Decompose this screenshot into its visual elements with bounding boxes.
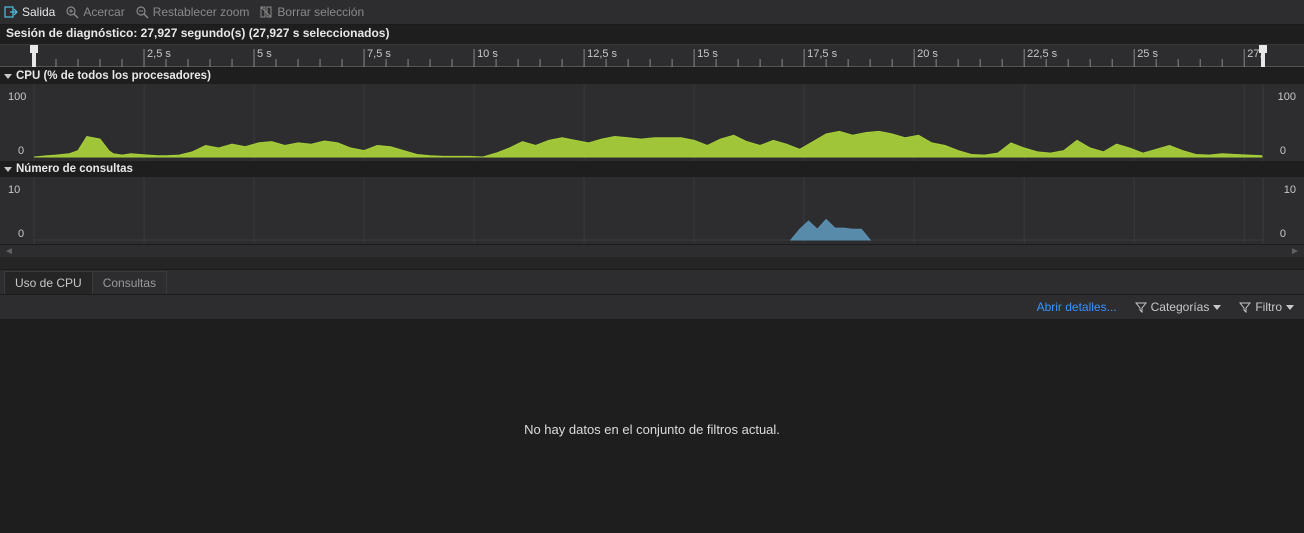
reset-zoom-button[interactable]: Restablecer zoom — [135, 5, 250, 19]
scroll-right-icon[interactable]: ► — [1288, 245, 1302, 257]
reset-zoom-icon — [135, 5, 149, 19]
cpu-chart-header[interactable]: CPU (% de todos los procesadores) — [0, 68, 1304, 85]
ruler-label: 2,5 s — [147, 48, 171, 60]
tab-cpu-usage[interactable]: Uso de CPU — [4, 271, 93, 294]
collapse-icon — [4, 167, 12, 172]
scroll-left-icon[interactable]: ◄ — [2, 245, 16, 257]
query-chart[interactable]: 10 0 10 0 — [0, 178, 1304, 244]
filter-bar: Abrir detalles... Categorías Filtro — [0, 295, 1304, 320]
clear-selection-button[interactable]: Borrar selección — [259, 5, 364, 19]
horizontal-scrollbar[interactable]: ◄ ► — [0, 244, 1304, 257]
toolbar: Salida Acercar Restablecer zoom Borrar s… — [0, 0, 1304, 25]
query-chart-title: Número de consultas — [16, 163, 133, 175]
collapse-icon — [4, 74, 12, 79]
zoom-in-icon — [65, 5, 79, 19]
selection-handle-right[interactable] — [1261, 45, 1265, 67]
exit-button[interactable]: Salida — [4, 5, 55, 19]
filter-icon — [1135, 301, 1147, 313]
open-details-link[interactable]: Abrir detalles... — [1037, 300, 1117, 314]
ruler-label: 20 s — [917, 48, 938, 60]
tab-queries[interactable]: Consultas — [92, 271, 167, 294]
spacer — [0, 257, 1304, 269]
selection-handle-left[interactable] — [32, 45, 36, 67]
session-label: Sesión de diagnóstico: 27,927 segundo(s)… — [6, 26, 389, 40]
query-chart-header[interactable]: Número de consultas — [0, 161, 1304, 178]
empty-message: No hay datos en el conjunto de filtros a… — [524, 422, 780, 437]
zoom-in-label: Acercar — [83, 5, 124, 19]
ruler-label: 5 s — [257, 48, 272, 60]
ruler-label: 22,5 s — [1027, 48, 1057, 60]
zoom-in-button[interactable]: Acercar — [65, 5, 124, 19]
exit-label: Salida — [22, 5, 55, 19]
ruler-label: 10 s — [477, 48, 498, 60]
lower-tabs: Uso de CPU Consultas — [0, 269, 1304, 295]
exit-icon — [4, 5, 18, 19]
filter-icon — [1239, 301, 1251, 313]
reset-zoom-label: Restablecer zoom — [153, 5, 250, 19]
clear-selection-icon — [259, 5, 273, 19]
cpu-chart[interactable]: 100 0 100 0 — [0, 85, 1304, 161]
clear-selection-label: Borrar selección — [277, 5, 364, 19]
ruler-label: 7,5 s — [367, 48, 391, 60]
chevron-down-icon — [1213, 305, 1221, 310]
cpu-chart-title: CPU (% de todos los procesadores) — [16, 70, 211, 82]
ruler-label: 12,5 s — [587, 48, 617, 60]
time-ruler[interactable]: 2,5 s 5 s 7,5 s 10 s 12,5 s 15 s 17,5 s 20 s 22,… — [0, 44, 1304, 68]
content-area: No hay datos en el conjunto de filtros a… — [0, 320, 1304, 533]
chevron-down-icon — [1286, 305, 1294, 310]
categories-dropdown[interactable]: Categorías — [1135, 300, 1222, 314]
ruler-label: 15 s — [697, 48, 718, 60]
session-info: Sesión de diagnóstico: 27,927 segundo(s)… — [0, 25, 1304, 44]
ruler-label: 25 s — [1137, 48, 1158, 60]
filter-dropdown[interactable]: Filtro — [1239, 300, 1294, 314]
ruler-label: 17,5 s — [807, 48, 837, 60]
